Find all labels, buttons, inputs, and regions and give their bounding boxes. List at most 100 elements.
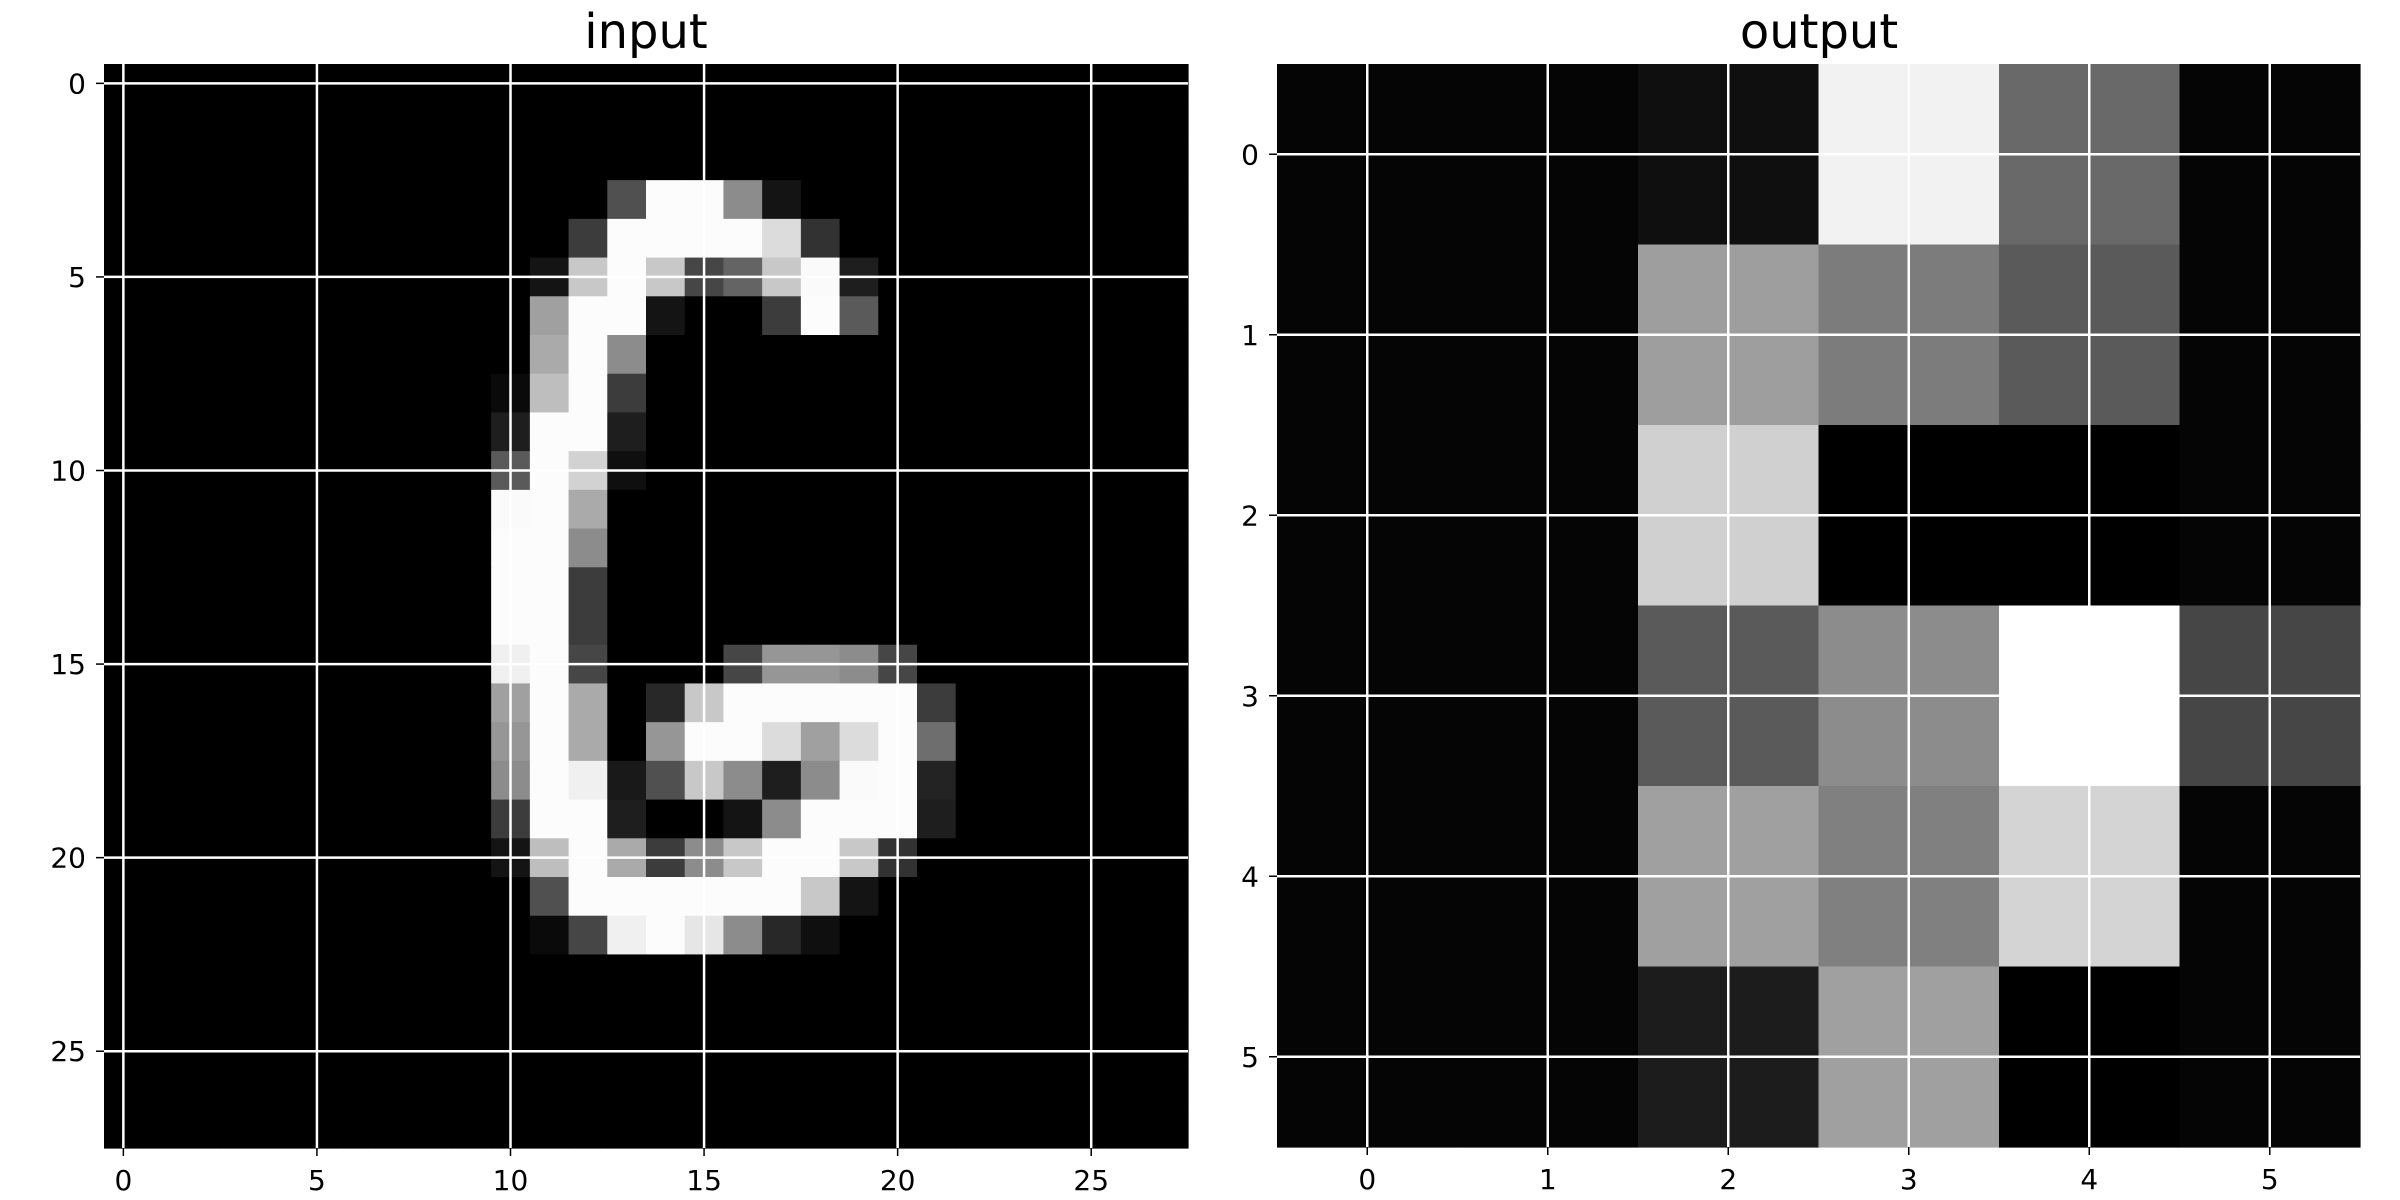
input-pixel-r23-c12	[568, 954, 608, 994]
input-pixel-r14-c18	[800, 606, 841, 646]
input-pixel-r4-c18	[800, 218, 841, 259]
input-pixel-r11-c18	[800, 489, 841, 530]
input-pixel-r8-c2	[181, 373, 221, 414]
input-pixel-r22-c7	[375, 915, 415, 956]
input-pixel-r23-c14	[646, 954, 686, 994]
input-pixel-r27-c19	[839, 1109, 879, 1149]
input-pixel-r18-c14	[646, 760, 686, 801]
input-pixel-r3-c6	[336, 180, 376, 220]
input-pixel-r14-c22	[955, 606, 996, 646]
input-pixel-r14-c9	[452, 606, 492, 646]
input-pixel-r19-c2	[181, 799, 221, 839]
input-pixel-r3-c11	[529, 180, 570, 220]
input-pixel-r9-c1	[142, 412, 183, 452]
input-pixel-r11-c22	[955, 489, 996, 530]
input-pixel-r13-c14	[646, 567, 686, 607]
input-pixel-r24-c23	[994, 993, 1034, 1033]
input-pixel-r1-c3	[220, 102, 260, 143]
input-pixel-r21-c9	[452, 877, 492, 917]
input-pixel-r22-c1	[142, 915, 183, 956]
input-pixel-r2-c24	[1033, 141, 1073, 181]
input-x-tick-label: 5	[308, 1164, 326, 1197]
input-pixel-r24-c16	[723, 993, 763, 1033]
output-y-tick-label: 2	[1241, 499, 1259, 532]
input-pixel-r23-c4	[258, 954, 299, 994]
input-pixel-r24-c17	[762, 993, 802, 1033]
input-pixel-r23-c6	[336, 954, 376, 994]
input-pixel-r24-c9	[452, 993, 492, 1033]
input-pixel-r14-c4	[258, 606, 299, 646]
output-x-tick-label: 5	[2261, 1163, 2279, 1196]
input-pixel-r9-c13	[607, 412, 647, 452]
input-pixel-r8-c9	[452, 373, 492, 414]
input-pixel-r23-c3	[220, 954, 260, 994]
input-pixel-r18-c18	[800, 760, 841, 801]
input-pixel-r26-c23	[994, 1070, 1034, 1110]
input-pixel-r24-c3	[220, 993, 260, 1033]
input-pixel-r17-c8	[413, 722, 454, 762]
input-pixel-r6-c1	[142, 296, 183, 336]
input-pixel-r21-c19	[839, 877, 879, 917]
input-pixel-r17-c7	[375, 722, 415, 762]
input-y-tick-label: 5	[68, 261, 86, 294]
input-pixel-r23-c22	[955, 954, 996, 994]
input-pixel-r2-c12	[568, 141, 608, 181]
input-pixel-r12-c8	[413, 528, 454, 568]
input-pixel-r7-c24	[1033, 335, 1073, 375]
input-pixel-r11-c1	[142, 489, 183, 530]
input-pixel-r14-c7	[375, 606, 415, 646]
input-y-tick-label: 15	[50, 648, 86, 681]
input-pixel-r26-c4	[258, 1070, 299, 1110]
input-pixel-r9-c27	[1149, 412, 1189, 452]
input-pixel-r2-c14	[646, 141, 686, 181]
input-pixel-r6-c21	[917, 296, 957, 336]
input-pixel-r21-c7	[375, 877, 415, 917]
input-pixel-r19-c21	[917, 799, 957, 839]
input-pixel-r6-c2	[181, 296, 221, 336]
input-pixel-r7-c12	[568, 335, 608, 375]
input-pixel-r16-c12	[568, 683, 608, 723]
input-pixel-r21-c8	[413, 877, 454, 917]
output-y-tick-label: 5	[1241, 1041, 1259, 1074]
input-panel: input 0 5 10 15 20 25 0 5 10 15 20 25	[50, 4, 1189, 1197]
input-pixel-r24-c8	[413, 993, 454, 1033]
input-pixel-r7-c11	[529, 335, 570, 375]
input-pixel-r19-c24	[1033, 799, 1073, 839]
input-pixel-r26-c12	[568, 1070, 608, 1110]
input-pixel-r8-c4	[258, 373, 299, 414]
input-pixel-r11-c8	[413, 489, 454, 530]
input-pixel-r26-c8	[413, 1070, 454, 1110]
input-pixel-r16-c3	[220, 683, 260, 723]
input-pixel-r19-c8	[413, 799, 454, 839]
input-pixel-r14-c27	[1149, 606, 1189, 646]
input-pixel-r27-c24	[1033, 1109, 1073, 1149]
input-pixel-r27-c18	[800, 1109, 841, 1149]
input-pixel-r2-c6	[336, 141, 376, 181]
output-x-tick-label: 3	[1900, 1163, 1918, 1196]
input-pixel-r26-c24	[1033, 1070, 1073, 1110]
input-pixel-r24-c11	[529, 993, 570, 1033]
input-pixel-r13-c26	[1110, 567, 1150, 607]
input-pixel-r21-c21	[917, 877, 957, 917]
input-pixel-r4-c8	[413, 218, 454, 259]
input-pixel-r26-c21	[917, 1070, 957, 1110]
input-pixel-r13-c17	[762, 567, 802, 607]
input-pixel-r16-c22	[955, 683, 996, 723]
input-pixel-r18-c26	[1110, 760, 1150, 801]
input-pixel-r11-c24	[1033, 489, 1073, 530]
input-pixel-r22-c19	[839, 915, 879, 956]
input-pixel-r26-c26	[1110, 1070, 1150, 1110]
input-pixel-r11-c26	[1110, 489, 1150, 530]
input-pixel-r3-c4	[258, 180, 299, 220]
input-pixel-r6-c13	[607, 296, 647, 336]
input-pixel-r19-c17	[762, 799, 802, 839]
input-pixel-r24-c2	[181, 993, 221, 1033]
input-pixel-r14-c16	[723, 606, 763, 646]
input-pixel-r4-c26	[1110, 218, 1150, 259]
input-pixel-r19-c27	[1149, 799, 1189, 839]
input-pixel-r2-c17	[762, 141, 802, 181]
input-pixel-r12-c2	[181, 528, 221, 568]
input-pixel-r6-c24	[1033, 296, 1073, 336]
input-pixel-r3-c1	[142, 180, 183, 220]
input-pixel-r27-c13	[607, 1109, 647, 1149]
